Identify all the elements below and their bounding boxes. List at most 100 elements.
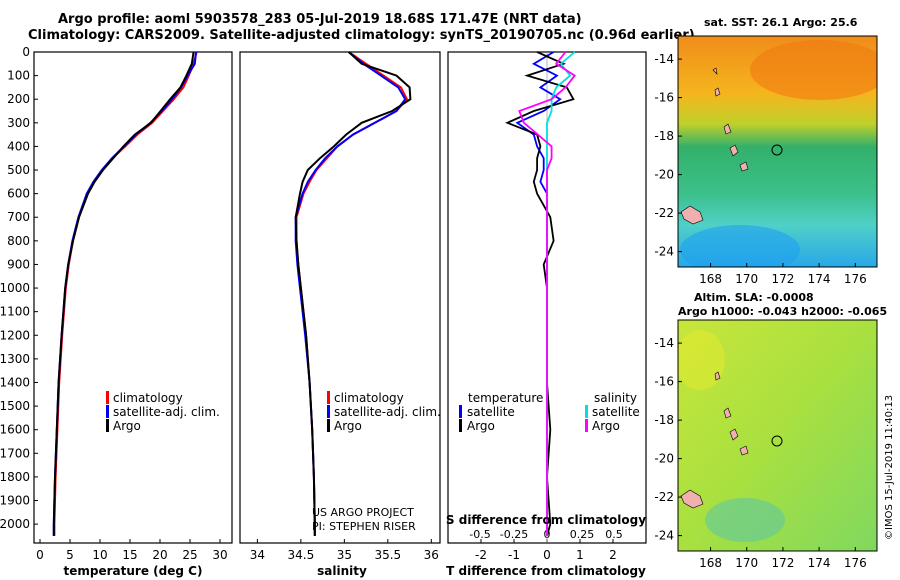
- diff-legend-label-s-argo: Argo: [592, 419, 620, 433]
- legend-label-argo: Argo: [113, 419, 141, 433]
- depth-tick-label: 1600: [0, 423, 30, 437]
- island: [680, 489, 704, 509]
- x-tick-label: -2: [475, 548, 487, 562]
- island: [714, 371, 721, 381]
- series-line-argo: [294, 51, 412, 536]
- temperature-lines: [52, 51, 198, 536]
- sst-islands: [680, 67, 749, 225]
- salinity-plot-frame: [239, 51, 441, 544]
- x-tick-label: 0: [543, 548, 551, 562]
- diff-legend-label-t-argo: Argo: [467, 419, 495, 433]
- diff-line-salinity-satellite: [546, 51, 576, 536]
- island: [739, 445, 749, 456]
- depth-tick-label: 1300: [0, 352, 30, 366]
- depth-tick-label: 700: [7, 210, 30, 224]
- diff-legend-swatch-s-argo: [585, 419, 588, 432]
- map-y-tick-label: -24: [654, 529, 674, 543]
- map-x-tick-label: 172: [771, 272, 794, 286]
- salinity-legend: climatology satellite-adj. clim. Argo: [327, 391, 441, 433]
- map-x-tick-label: 172: [771, 556, 794, 570]
- sst-map-frame: [677, 35, 878, 268]
- map-x-tick-label: 176: [844, 556, 867, 570]
- island: [729, 144, 739, 157]
- depth-tick-label: 1000: [0, 281, 30, 295]
- map-x-tick-label: 176: [844, 272, 867, 286]
- x-tick-label: 35.5: [374, 548, 401, 562]
- legend-label-satellite: satellite-adj. clim.: [113, 405, 220, 419]
- map-y-tick-label: -24: [654, 245, 674, 259]
- legend-swatch-argo: [327, 419, 330, 432]
- difference-lines: [505, 51, 577, 543]
- difference-panel: -2 -1 0 1 2-0.5 -0.25 0 0.25 0.5 T difference fr…: [446, 51, 647, 578]
- figure-title-line2: Climatology: CARS2009. Satellite-adjuste…: [28, 28, 695, 43]
- depth-tick-label: 1500: [0, 399, 30, 413]
- temperature-plot-frame: [33, 51, 233, 544]
- depth-tick-label: 900: [7, 257, 30, 271]
- depth-tick-label: 1400: [0, 375, 30, 389]
- sla-map-subtitle: Argo h1000: -0.043 h2000: -0.065: [678, 305, 888, 318]
- legend-label-satellite: satellite-adj. clim.: [334, 405, 441, 419]
- x-tick-label: 10: [92, 548, 107, 562]
- map-y-tick-label: -22: [654, 206, 674, 220]
- diff-line-temperature-argo: [505, 51, 575, 537]
- credit-line2: PI: STEPHEN RISER: [312, 520, 416, 533]
- temperature-panel: 0100200300400500600700800900100011001200…: [0, 45, 233, 578]
- s-diff-tick-label: 0.5: [605, 528, 623, 541]
- x-tick-label: 2: [609, 548, 617, 562]
- x-tick-label: -1: [508, 548, 520, 562]
- depth-tick-label: 100: [7, 69, 30, 83]
- sla-low-patch: [705, 498, 785, 542]
- sst-map-title: sat. SST: 26.1 Argo: 25.6: [704, 16, 858, 29]
- depth-tick-label: 800: [7, 234, 30, 248]
- sst-map: 168 170 172 174 176 -14 -16 -18 -20 -22 -24: [654, 35, 878, 286]
- diff-legend-swatch-t-satellite: [459, 405, 462, 418]
- diff-legend-bg: [455, 390, 541, 434]
- depth-tick-label: 1100: [0, 305, 30, 319]
- sst-warm-patch: [750, 40, 877, 100]
- map-y-tick-label: -18: [654, 413, 674, 427]
- sst-cool-patch: [680, 225, 800, 267]
- map-x-tick-label: 168: [699, 272, 722, 286]
- argo-float-marker: [771, 435, 783, 447]
- x-tick-label: 30: [212, 548, 227, 562]
- series-line-satellite-adj-clim-: [294, 51, 407, 536]
- island: [723, 123, 732, 135]
- depth-tick-label: 1900: [0, 494, 30, 508]
- map-y-tick-label: -14: [654, 336, 674, 350]
- diff-legend-temperature-heading: temperature: [468, 391, 543, 405]
- map-x-tick-label: 174: [808, 556, 831, 570]
- sla-map-title: Altim. SLA: -0.0008: [694, 291, 814, 304]
- salinity-panel: 34 34.5 35 35.5 36 salinity US ARGO PROJECT …: [239, 51, 441, 578]
- depth-tick-label: 1200: [0, 328, 30, 342]
- sla-map-frame: [677, 319, 878, 552]
- diff-legend-swatch-t-argo: [459, 419, 462, 432]
- legend-swatch-satellite: [106, 405, 109, 418]
- sst-map-axes: 168 170 172 174 176 -14 -16 -18 -20 -22 -24: [654, 52, 866, 286]
- x-tick-label: 25: [182, 548, 197, 562]
- diff-legend-label-t-satellite: satellite: [467, 405, 515, 419]
- s-diff-tick-label: -0.25: [500, 528, 528, 541]
- island: [723, 407, 732, 419]
- map-x-tick-label: 170: [735, 556, 758, 570]
- diff-line-temperature-satellite: [515, 51, 562, 536]
- legend-label-climatology: climatology: [334, 391, 404, 405]
- map-y-tick-label: -22: [654, 490, 674, 504]
- island: [729, 428, 739, 441]
- legend-label-climatology: climatology: [113, 391, 183, 405]
- salinity-lines: [294, 51, 412, 536]
- depth-tick-label: 0: [22, 45, 30, 59]
- map-y-tick-label: -16: [654, 375, 674, 389]
- temperature-x-axis: 0 5 10 15 20 25 30: [36, 539, 228, 562]
- map-x-tick-label: 168: [699, 556, 722, 570]
- s-diff-tick-label: 0.25: [570, 528, 595, 541]
- depth-axis: 0 100 200 300 400 500 600 700 800 900 1000 1100 1200…: [0, 45, 38, 531]
- depth-tick-label: 200: [7, 92, 30, 106]
- island: [739, 161, 749, 172]
- salinity-axis-label: salinity: [317, 564, 367, 578]
- island: [712, 67, 718, 75]
- diff-line-salinity-argo: [518, 51, 577, 536]
- map-x-tick-label: 170: [735, 272, 758, 286]
- diff-legend-swatch-s-satellite: [585, 405, 588, 418]
- depth-tick-label: 1800: [0, 470, 30, 484]
- sla-high-patch: [678, 330, 725, 390]
